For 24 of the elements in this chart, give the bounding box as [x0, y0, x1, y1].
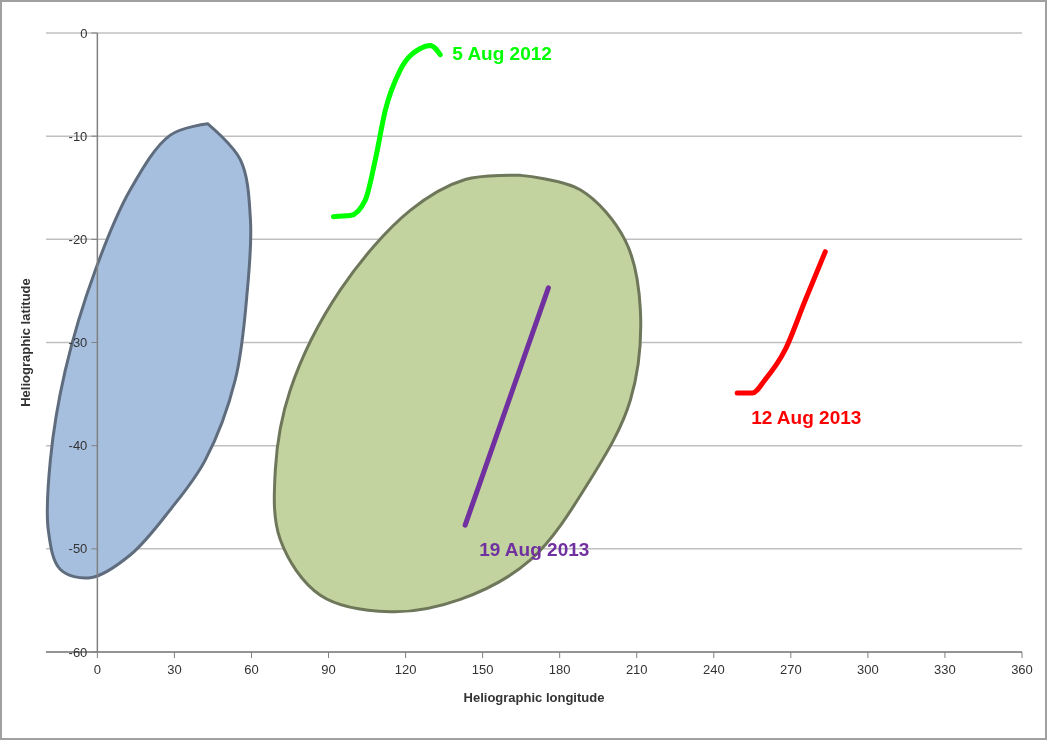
x-tick-label: 90 — [321, 662, 336, 677]
x-tick-label: 120 — [394, 662, 417, 677]
x-tick-label: 60 — [244, 662, 259, 677]
y-tick-label: -10 — [68, 128, 88, 144]
x-tick-label: 30 — [167, 662, 182, 677]
x-tick-label: 360 — [1011, 662, 1033, 677]
y-axis-title: Heliographic latitude — [18, 278, 33, 407]
x-tick-label: 270 — [779, 662, 802, 677]
y-tick-label: -20 — [68, 231, 88, 247]
x-axis-title: Heliographic longitude — [463, 690, 605, 705]
y-tick-label: 0 — [80, 25, 88, 41]
y-tick-label: -60 — [68, 644, 88, 660]
x-tick-label: 180 — [548, 662, 571, 677]
series-label: 5 Aug 2012 — [452, 43, 552, 65]
x-tick-label: 0 — [93, 662, 101, 677]
x-tick-label: 240 — [702, 662, 725, 677]
x-tick-label: 330 — [934, 662, 956, 677]
y-tick-label: -50 — [68, 541, 88, 557]
x-tick-label: 300 — [857, 662, 879, 677]
series-label: 12 Aug 2013 — [751, 406, 862, 428]
x-tick-label: 150 — [471, 662, 494, 677]
y-tick-label: -40 — [68, 438, 88, 454]
x-tick-label: 210 — [625, 662, 648, 677]
series-label: 19 Aug 2013 — [479, 538, 590, 560]
